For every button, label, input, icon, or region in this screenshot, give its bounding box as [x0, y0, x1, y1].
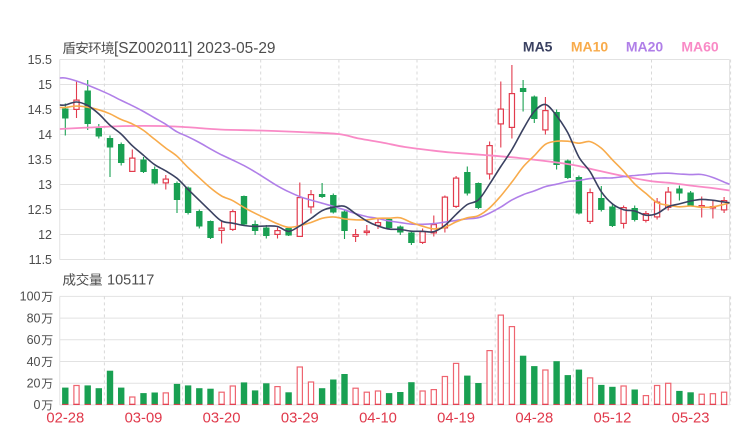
svg-text:100: 100: [20, 290, 41, 304]
svg-text:13: 13: [38, 178, 52, 192]
svg-text:15: 15: [38, 78, 52, 92]
svg-text:12: 12: [38, 228, 52, 242]
svg-text:05-12: 05-12: [593, 411, 631, 427]
svg-text:[SZ002011] 2023-05-29: [SZ002011] 2023-05-29: [114, 40, 275, 57]
svg-text:03-20: 03-20: [203, 411, 241, 427]
svg-text:MA5: MA5: [523, 39, 553, 55]
svg-text:20: 20: [27, 377, 41, 391]
svg-text:05-23: 05-23: [672, 411, 710, 427]
svg-text:15.5: 15.5: [28, 53, 52, 67]
svg-text:40: 40: [27, 355, 41, 369]
svg-text:0: 0: [34, 398, 41, 412]
svg-text:MA10: MA10: [571, 39, 609, 55]
svg-text:80: 80: [27, 311, 41, 325]
svg-text:11.5: 11.5: [29, 253, 52, 267]
svg-text:04-19: 04-19: [437, 411, 475, 427]
svg-text:60: 60: [27, 333, 41, 347]
svg-text:13.5: 13.5: [28, 153, 52, 167]
svg-text:12.5: 12.5: [28, 203, 52, 217]
svg-text:03-09: 03-09: [125, 411, 163, 427]
svg-text:105117: 105117: [107, 273, 154, 289]
svg-text:03-29: 03-29: [281, 411, 319, 427]
svg-text:02-28: 02-28: [46, 411, 84, 427]
svg-text:04-28: 04-28: [515, 411, 553, 427]
svg-text:MA60: MA60: [681, 39, 719, 55]
svg-text:14: 14: [38, 128, 52, 142]
svg-text:04-10: 04-10: [359, 411, 397, 427]
svg-text:MA20: MA20: [626, 39, 664, 55]
svg-text:14.5: 14.5: [28, 103, 52, 117]
